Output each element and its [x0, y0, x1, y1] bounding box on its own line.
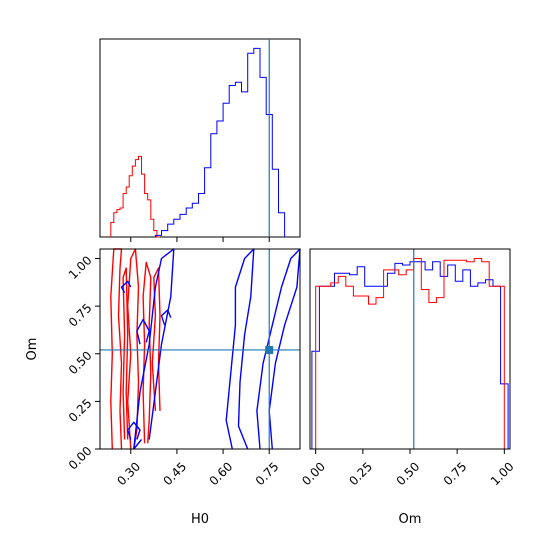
om-histogram-x-tick-label-3: 0.75: [441, 459, 470, 488]
om-histogram-x-tick-label-4: 1.00: [488, 459, 517, 488]
contour-series-1-line-3: [120, 280, 132, 294]
contour-series-1-line-6: [126, 421, 141, 440]
om-histogram-x-tick-label-2: 0.50: [394, 459, 423, 488]
contour-x-tick-label-0: 0.30: [114, 459, 143, 488]
contour-frame: [99, 248, 301, 450]
contour-x-ticks: 0.30 0.45 0.60 0.75: [114, 449, 282, 488]
contour-y-tick-label-1: 0.25: [66, 396, 95, 425]
contour-x-tick-label-1: 0.45: [160, 459, 189, 488]
panel-om-histogram: 0.00 0.25 0.50 0.75 1.00 Om: [299, 248, 517, 527]
om-histogram-frame: [309, 248, 511, 450]
contour-series-0-line-3: [122, 267, 129, 440]
om-histogram-x-tick-label-0: 0.00: [299, 459, 328, 488]
h0-histogram-series-group: [110, 47, 286, 238]
contour-x-axis-label: H0: [191, 512, 209, 527]
contour-y-tick-label-3: 0.75: [66, 301, 95, 330]
om-histogram-series-0: [311, 261, 509, 449]
contour-series-1-line-5: [160, 309, 172, 326]
panel-h0-histogram: [99, 38, 301, 242]
contour-series-0-line-2: [142, 261, 152, 444]
panel-h0-om-contour: 0.30 0.45 0.60 0.75 0.00 0.25 0.50 0.75 1.00 H0…: [25, 248, 301, 527]
contour-y-tick-label-4: 1.00: [66, 253, 95, 282]
h0-histogram-ticks: [130, 237, 270, 242]
contour-y-tick-label-0: 0.00: [66, 444, 95, 473]
contour-series-0-line-4: [151, 267, 161, 411]
contour-series-1-line-2: [256, 248, 301, 450]
om-histogram-x-tick-label-1: 0.25: [346, 459, 375, 488]
contour-series-1-line-4: [136, 318, 150, 345]
om-histogram-series-1: [315, 258, 505, 449]
contour-series-1-line-1: [225, 248, 255, 450]
contour-y-tick-label-2: 0.50: [66, 348, 95, 377]
om-histogram-series-group: [311, 258, 509, 449]
h0-histogram-series-1: [154, 47, 286, 237]
h0-histogram-frame: [99, 38, 301, 238]
contour-x-tick-label-2: 0.60: [207, 459, 236, 488]
contour-series-1-line-0: [133, 248, 175, 450]
contour-x-tick-label-3: 0.75: [253, 459, 282, 488]
contour-truth-marker: [265, 345, 274, 354]
h0-histogram-series-0: [110, 155, 160, 238]
contour-y-ticks: 0.00 0.25 0.50 0.75 1.00: [66, 253, 100, 472]
contour-series-0-line-0: [110, 248, 123, 450]
contour-y-axis-label: Om: [25, 338, 40, 361]
om-histogram-x-axis-label: Om: [399, 512, 422, 527]
om-histogram-x-ticks: 0.00 0.25 0.50 0.75 1.00: [299, 449, 517, 488]
